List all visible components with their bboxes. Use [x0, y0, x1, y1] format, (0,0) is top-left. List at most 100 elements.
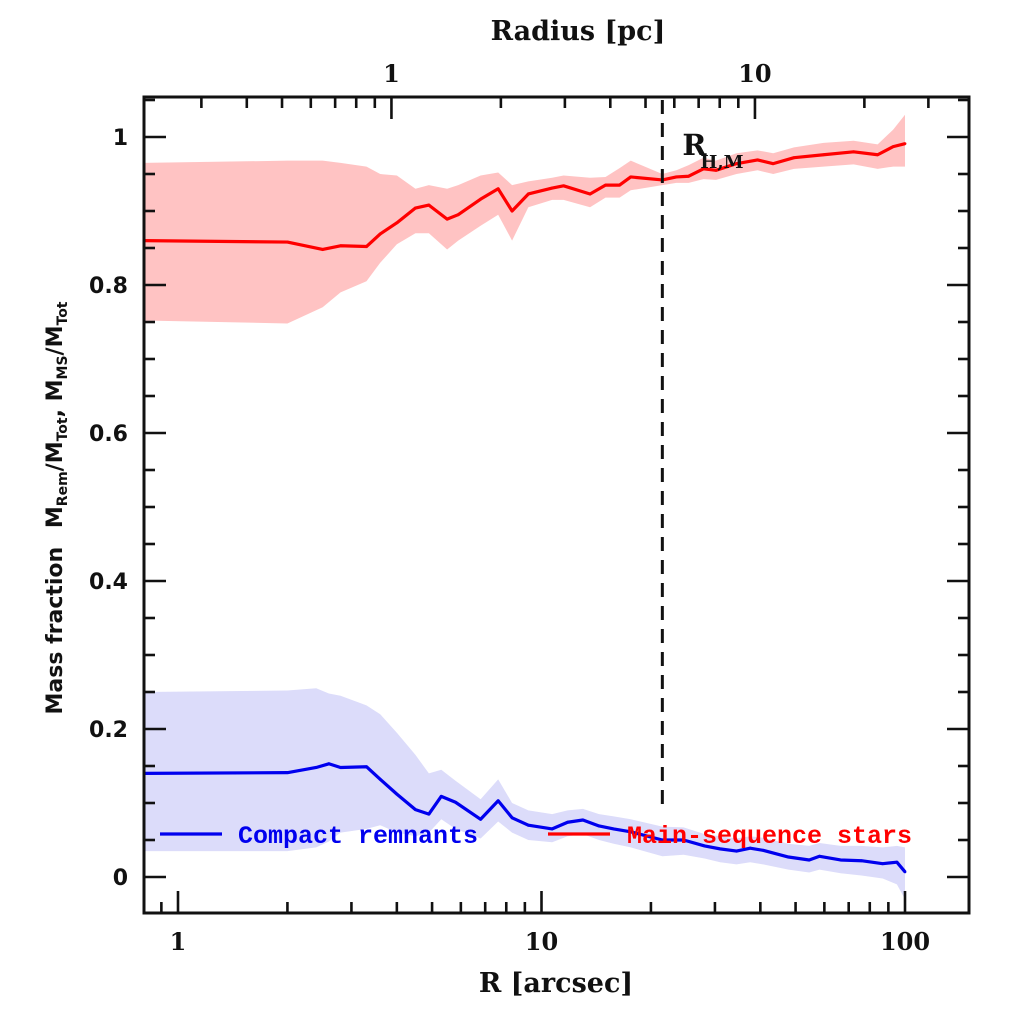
compact-remnants-legend-label: Compact remnants — [238, 822, 478, 851]
main-sequence-stars-point — [550, 186, 554, 190]
y-axis-label-part: M — [43, 506, 68, 528]
main-sequence-stars-point — [562, 184, 565, 188]
main-sequence-stars-point — [496, 187, 500, 191]
compact-remnants-point — [895, 860, 899, 864]
compact-remnants-point — [903, 870, 907, 874]
compact-remnants-point — [860, 859, 863, 863]
x-top-tick-label: 1 — [383, 59, 400, 88]
series-lines — [142, 142, 907, 874]
x-tick-label: 10 — [525, 927, 558, 956]
compact-remnants-point — [660, 838, 664, 842]
main-sequence-stars-point — [822, 153, 825, 157]
main-sequence-stars-point — [852, 150, 855, 154]
compact-remnants-point — [286, 771, 289, 775]
main-sequence-stars-point — [588, 192, 592, 196]
compact-remnants-point — [414, 808, 417, 812]
compact-remnants-point — [550, 827, 554, 831]
main-sequence-stars-point — [286, 240, 289, 244]
main-sequence-stars-point — [365, 245, 368, 248]
y-tick-label: 0.4 — [89, 570, 128, 595]
x-tick-label: 1 — [170, 927, 187, 956]
compact-remnants-point — [327, 762, 331, 766]
y-axis-label: Mass fraction MRem/MTot, MMS/MTot — [43, 301, 71, 714]
compact-remnants-point — [395, 792, 399, 796]
compact-remnants-point — [339, 766, 342, 769]
x-top-tick-label: 10 — [738, 59, 771, 88]
compact-remnants-point — [597, 824, 601, 828]
compact-remnants-point — [365, 765, 368, 769]
main-sequence-stars-point — [479, 197, 483, 201]
main-sequence-stars-point — [618, 183, 621, 187]
compact-remnants-point — [439, 794, 443, 798]
compact-remnants-point — [378, 777, 382, 781]
compact-remnants-point — [761, 848, 765, 852]
compact-remnants-band — [144, 688, 905, 900]
plot-frame — [142, 95, 971, 915]
main-sequence-stars-point — [414, 206, 417, 210]
compact-remnants-point — [566, 820, 570, 824]
compact-remnants-point — [787, 855, 790, 859]
half-mass-radius-label: R H,M — [682, 128, 743, 173]
main-sequence-stars-point — [702, 167, 705, 171]
compact-remnants-point — [612, 827, 616, 831]
y-axis-label-subscript: Rem — [55, 471, 71, 506]
compact-remnants-point — [703, 844, 707, 848]
compact-remnants-point — [807, 858, 811, 862]
compact-remnants-point — [526, 823, 530, 827]
y-tick-label: 0.6 — [89, 422, 128, 447]
main-sequence-stars-point — [756, 158, 759, 162]
compact-remnants-point — [427, 812, 431, 816]
y-axis-label-part: /M — [43, 326, 68, 356]
main-sequence-stars-point — [876, 153, 880, 157]
compact-remnants-point — [454, 800, 457, 804]
compact-remnants-point — [581, 818, 585, 822]
main-sequence-stars-point — [714, 168, 718, 172]
legend: Compact remnants Main-sequence stars — [160, 822, 912, 851]
compact-remnants-point — [629, 830, 633, 834]
compact-remnants-point — [479, 817, 483, 821]
y-tick-label: 0 — [113, 866, 128, 891]
main-sequence-stars-point — [792, 156, 796, 160]
main-sequence-stars-point — [378, 232, 382, 236]
main-sequence-stars-point — [339, 244, 342, 248]
main-sequence-stars-point — [604, 183, 607, 187]
x-tick-label: 100 — [880, 927, 930, 956]
main-sequence-stars-point — [891, 145, 895, 149]
y-axis-label-part: , M — [43, 379, 68, 417]
compact-remnants-point — [881, 862, 885, 866]
annotation-subscript: H,M — [700, 152, 743, 173]
compact-remnants-point — [839, 858, 842, 862]
main-sequence-stars-band — [144, 114, 905, 324]
main-sequence-stars-point — [771, 162, 775, 166]
x-axis-top-label: Radius [pc] — [491, 16, 666, 47]
main-sequence-stars-point — [510, 209, 514, 213]
main-sequence-stars-legend-label: Main-sequence stars — [627, 822, 912, 851]
y-axis-label-part: /M — [43, 441, 68, 471]
main-sequence-stars-point — [629, 175, 633, 179]
main-sequence-stars-point — [903, 142, 907, 146]
compact-remnants-point — [818, 854, 821, 858]
compact-remnants-point — [496, 799, 500, 803]
compact-remnants-point — [748, 846, 752, 850]
compact-remnants-point — [735, 849, 738, 853]
main-sequence-stars-point — [735, 162, 738, 166]
main-sequence-stars-point — [427, 203, 431, 207]
y-axis-label-prefix: Mass fraction — [43, 536, 68, 715]
main-sequence-stars-point — [321, 248, 325, 251]
compact-remnants-point — [682, 838, 686, 842]
compact-remnants-point — [718, 847, 722, 851]
uncertainty-bands — [144, 114, 905, 900]
main-sequence-stars-point — [445, 217, 449, 221]
y-tick-label: 1 — [113, 126, 128, 151]
main-sequence-stars-point — [456, 213, 460, 217]
main-sequence-stars-point — [687, 174, 691, 178]
y-tick-label: 0.8 — [89, 274, 128, 299]
compact-remnants-point — [314, 766, 318, 769]
y-axis-label-subscript: Tot — [55, 417, 71, 441]
compact-remnants-point — [510, 816, 514, 820]
x-axis-label: R [arcsec] — [479, 968, 633, 999]
main-sequence-stars-point — [674, 175, 678, 179]
axis-ticks — [144, 97, 969, 913]
